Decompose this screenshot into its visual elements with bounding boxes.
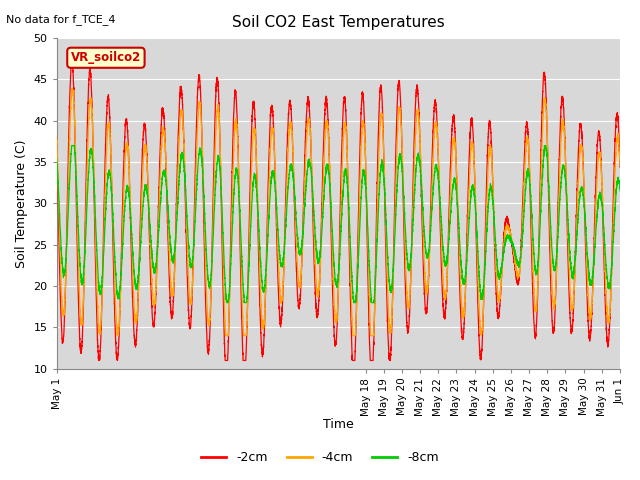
Title: Soil CO2 East Temperatures: Soil CO2 East Temperatures (232, 15, 445, 30)
Text: VR_soilco2: VR_soilco2 (71, 51, 141, 64)
X-axis label: Time: Time (323, 419, 354, 432)
Text: No data for f_TCE_4: No data for f_TCE_4 (6, 14, 116, 25)
Legend: -2cm, -4cm, -8cm: -2cm, -4cm, -8cm (196, 446, 444, 469)
Y-axis label: Soil Temperature (C): Soil Temperature (C) (15, 139, 28, 268)
